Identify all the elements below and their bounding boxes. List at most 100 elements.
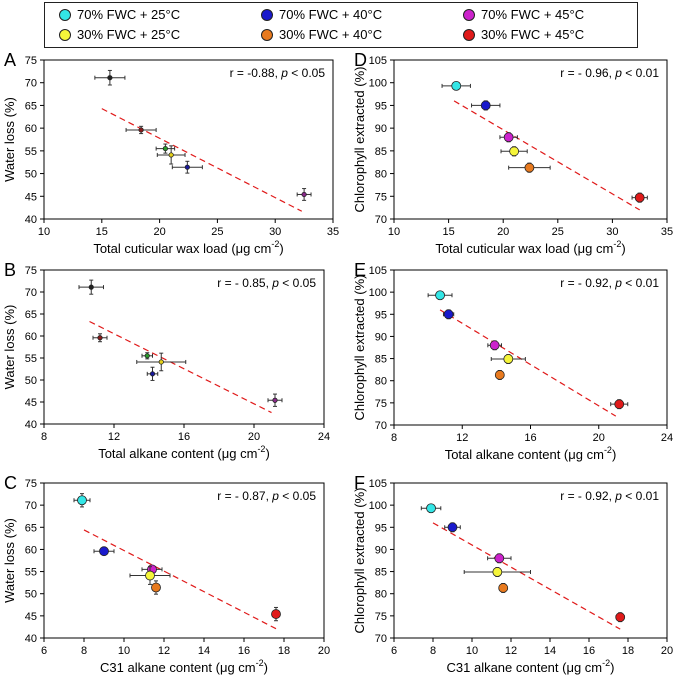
- data-point: [107, 75, 113, 81]
- y-tick-label: 70: [25, 287, 37, 299]
- y-tick-label: 75: [375, 611, 387, 623]
- y-axis-label: Chlorophyll extracted (%): [352, 67, 367, 213]
- y-tick-label: 100: [369, 78, 387, 90]
- x-tick-label: 12: [108, 431, 120, 443]
- panel-letter: B: [4, 260, 16, 280]
- y-tick-label: 95: [375, 309, 387, 321]
- data-point: [158, 359, 164, 365]
- legend-marker: [59, 28, 71, 41]
- data-point: [162, 145, 168, 152]
- regression-line: [432, 522, 621, 630]
- regression-line: [83, 529, 277, 630]
- data-point: [145, 570, 155, 581]
- y-tick-label: 105: [369, 265, 387, 277]
- legend-item: 70% FWC + 45°C: [463, 7, 584, 22]
- x-tick-label: 6: [41, 645, 47, 657]
- x-tick-label: 10: [118, 645, 130, 657]
- x-tick-label: 16: [583, 645, 595, 657]
- y-tick-label: 105: [369, 478, 387, 490]
- data-point: [494, 553, 505, 564]
- plot-frame: [393, 482, 668, 639]
- chart-panel-b: 8 12 16 20 24 40 45 50 55 60 65 70 75 Total alkane co…: [2, 260, 330, 461]
- correlation-annotation: r = -0.88, p < 0.05: [230, 66, 326, 80]
- x-tick-label: 14: [544, 645, 556, 657]
- y-tick-label: 85: [375, 146, 387, 158]
- y-axis-label: Chlorophyll extracted (%): [352, 275, 367, 421]
- x-tick-label: 30: [269, 226, 281, 238]
- chart-panel-e: 8 12 16 20 24 70 75 80 85 90 95 100 105 Total alkane …: [352, 260, 673, 462]
- y-tick-label: 45: [25, 611, 37, 623]
- x-tick-label: 18: [622, 645, 634, 657]
- y-axis-label: Water loss (%): [2, 97, 17, 182]
- y-tick-label: 100: [369, 500, 387, 512]
- data-point: [489, 340, 500, 351]
- x-axis-label: Total alkane content (μg cm-2): [98, 444, 270, 461]
- x-tick-label: 6: [391, 645, 397, 657]
- y-tick-label: 80: [375, 169, 387, 181]
- y-axis-label: Water loss (%): [2, 518, 17, 603]
- data-point: [492, 567, 503, 577]
- x-tick-label: 25: [552, 226, 564, 238]
- y-tick-label: 65: [25, 309, 37, 321]
- x-tick-label: 18: [278, 645, 290, 657]
- x-axis-label: Total cuticular wax load (μg cm-2): [93, 239, 283, 256]
- x-tick-label: 20: [661, 645, 673, 657]
- x-tick-label: 12: [505, 645, 517, 657]
- legend-label: 30% FWC + 25°C: [77, 27, 181, 42]
- x-tick-label: 10: [388, 226, 400, 238]
- data-point: [99, 546, 109, 557]
- data-point: [615, 612, 626, 623]
- data-point: [447, 522, 458, 533]
- data-point: [77, 495, 87, 506]
- correlation-annotation: r = - 0.96, p < 0.01: [560, 66, 659, 80]
- panel-letter: D: [354, 50, 367, 70]
- legend-marker: [463, 28, 475, 41]
- legend-item: 30% FWC + 45°C: [463, 27, 584, 42]
- y-tick-label: 90: [375, 123, 387, 135]
- x-axis-label: C31 alkane content (μg cm-2): [100, 658, 268, 675]
- x-tick-label: 25: [211, 226, 223, 238]
- x-tick-label: 12: [158, 645, 170, 657]
- x-tick-label: 20: [153, 226, 165, 238]
- x-tick-label: 8: [430, 645, 436, 657]
- y-tick-label: 105: [369, 55, 387, 67]
- regression-line: [89, 320, 272, 414]
- y-tick-label: 65: [25, 100, 37, 112]
- regression-line: [453, 100, 641, 211]
- x-tick-label: 8: [81, 645, 87, 657]
- y-tick-label: 80: [375, 589, 387, 601]
- y-tick-label: 80: [375, 376, 387, 388]
- data-point: [272, 397, 278, 403]
- y-tick-label: 90: [375, 544, 387, 556]
- y-tick-label: 70: [375, 214, 387, 226]
- y-tick-label: 55: [25, 353, 37, 365]
- regression-line: [439, 309, 617, 417]
- y-tick-label: 50: [25, 589, 37, 601]
- y-tick-label: 40: [25, 419, 37, 431]
- x-tick-label: 10: [466, 645, 478, 657]
- x-tick-label: 14: [198, 645, 210, 657]
- x-axis-label: Total alkane content (μg cm-2): [445, 445, 617, 462]
- x-tick-label: 30: [606, 226, 618, 238]
- data-point: [271, 609, 281, 619]
- x-tick-label: 20: [497, 226, 509, 238]
- legend-item: 70% FWC + 25°C: [59, 7, 180, 22]
- plot-frame: [43, 59, 334, 220]
- plot-frame: [393, 269, 668, 426]
- y-tick-label: 60: [25, 331, 37, 343]
- x-tick-label: 20: [318, 645, 330, 657]
- panel-letter: F: [354, 473, 365, 493]
- y-axis-label: Water loss (%): [2, 305, 17, 390]
- data-point: [509, 146, 520, 157]
- x-tick-label: 8: [391, 432, 397, 444]
- y-tick-label: 40: [25, 214, 37, 226]
- legend-label: 70% FWC + 45°C: [481, 7, 585, 22]
- data-point: [494, 370, 505, 380]
- y-tick-label: 55: [25, 567, 37, 579]
- y-tick-label: 55: [25, 146, 37, 158]
- data-point: [301, 191, 307, 198]
- data-point: [503, 132, 514, 143]
- x-tick-label: 24: [661, 432, 673, 444]
- chart-panel-d: 10 15 20 25 30 35 70 75 80 85 90 95 100 105 Total cuti…: [352, 50, 673, 256]
- data-point: [144, 353, 150, 359]
